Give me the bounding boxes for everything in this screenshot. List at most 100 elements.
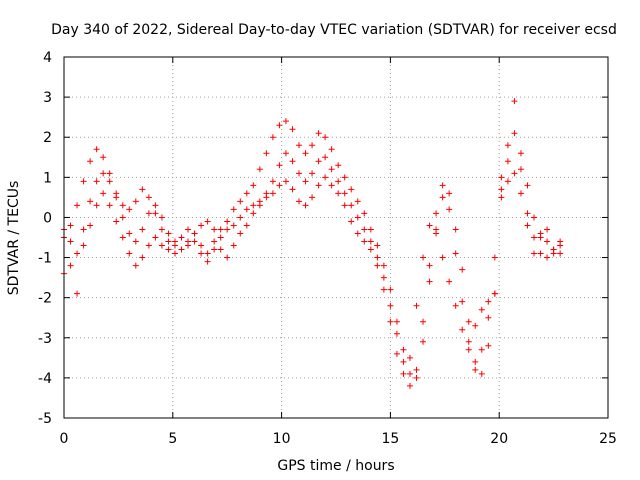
data-point [367, 246, 374, 253]
data-point [171, 250, 178, 257]
data-point [158, 242, 165, 249]
y-axis-label: SDTVAR / TECUs [6, 181, 22, 296]
data-point [315, 182, 322, 189]
data-point [217, 234, 224, 241]
data-point [224, 218, 231, 225]
data-point [531, 234, 538, 241]
data-point [237, 214, 244, 221]
data-point [132, 198, 139, 205]
data-point [211, 238, 218, 245]
data-point [517, 166, 524, 173]
data-point [374, 254, 381, 261]
data-point [185, 242, 192, 249]
data-point [413, 374, 420, 381]
data-point [439, 182, 446, 189]
data-point [87, 222, 94, 229]
y-tick-label: -3 [38, 331, 52, 347]
data-point [132, 262, 139, 269]
data-point [406, 382, 413, 389]
data-point [420, 318, 427, 325]
data-point [328, 182, 335, 189]
data-point [335, 190, 342, 197]
data-point [289, 186, 296, 193]
data-point [139, 226, 146, 233]
data-point [537, 234, 544, 241]
data-point [406, 354, 413, 361]
data-point [420, 338, 427, 345]
data-point [74, 250, 81, 257]
data-point [152, 210, 159, 217]
data-point [158, 214, 165, 221]
data-point [289, 158, 296, 165]
data-point [446, 206, 453, 213]
data-point [198, 242, 205, 249]
data-point [504, 158, 511, 165]
data-point [106, 170, 113, 177]
data-point [269, 178, 276, 185]
data-point [485, 298, 492, 305]
x-tick-label: 20 [490, 431, 508, 447]
data-point [341, 190, 348, 197]
data-point [204, 218, 211, 225]
x-axis-label: GPS time / hours [277, 458, 394, 474]
data-point [472, 322, 479, 329]
data-point [302, 150, 309, 157]
data-point [126, 250, 133, 257]
data-point [491, 254, 498, 261]
data-point [309, 170, 316, 177]
data-point [67, 222, 74, 229]
data-point [374, 262, 381, 269]
data-point [113, 194, 120, 201]
data-point [106, 202, 113, 209]
data-point [113, 218, 120, 225]
data-point [152, 234, 159, 241]
data-point [276, 162, 283, 169]
data-point [504, 178, 511, 185]
data-point [400, 346, 407, 353]
data-point [374, 242, 381, 249]
x-tick-label: 15 [381, 431, 399, 447]
data-point [315, 158, 322, 165]
data-point [413, 366, 420, 373]
data-point [491, 290, 498, 297]
data-point [230, 206, 237, 213]
data-point [93, 178, 100, 185]
data-point [465, 318, 472, 325]
data-point [426, 222, 433, 229]
data-point [243, 190, 250, 197]
data-points [61, 98, 564, 389]
data-point [171, 238, 178, 245]
y-tick-label: 1 [43, 170, 52, 186]
data-point [185, 226, 192, 233]
data-point [335, 162, 342, 169]
data-point [504, 142, 511, 149]
y-tick-label: 2 [43, 130, 52, 146]
data-point [478, 306, 485, 313]
data-point [322, 134, 329, 141]
data-point [224, 254, 231, 261]
data-point [472, 358, 479, 365]
data-point [439, 254, 446, 261]
data-point [485, 314, 492, 321]
y-tick-label: 4 [43, 50, 52, 66]
data-point [478, 346, 485, 353]
data-point [204, 250, 211, 257]
data-point [361, 238, 368, 245]
data-point [341, 202, 348, 209]
data-point [165, 238, 172, 245]
data-point [67, 238, 74, 245]
data-point [145, 194, 152, 201]
data-point [315, 130, 322, 137]
data-point [119, 214, 126, 221]
data-point [302, 202, 309, 209]
data-point [335, 178, 342, 185]
data-point [165, 230, 172, 237]
data-point [328, 166, 335, 173]
data-point [145, 210, 152, 217]
data-point [263, 150, 270, 157]
data-point [302, 178, 309, 185]
x-tick-label: 5 [168, 431, 177, 447]
data-point [87, 158, 94, 165]
data-point [198, 222, 205, 229]
